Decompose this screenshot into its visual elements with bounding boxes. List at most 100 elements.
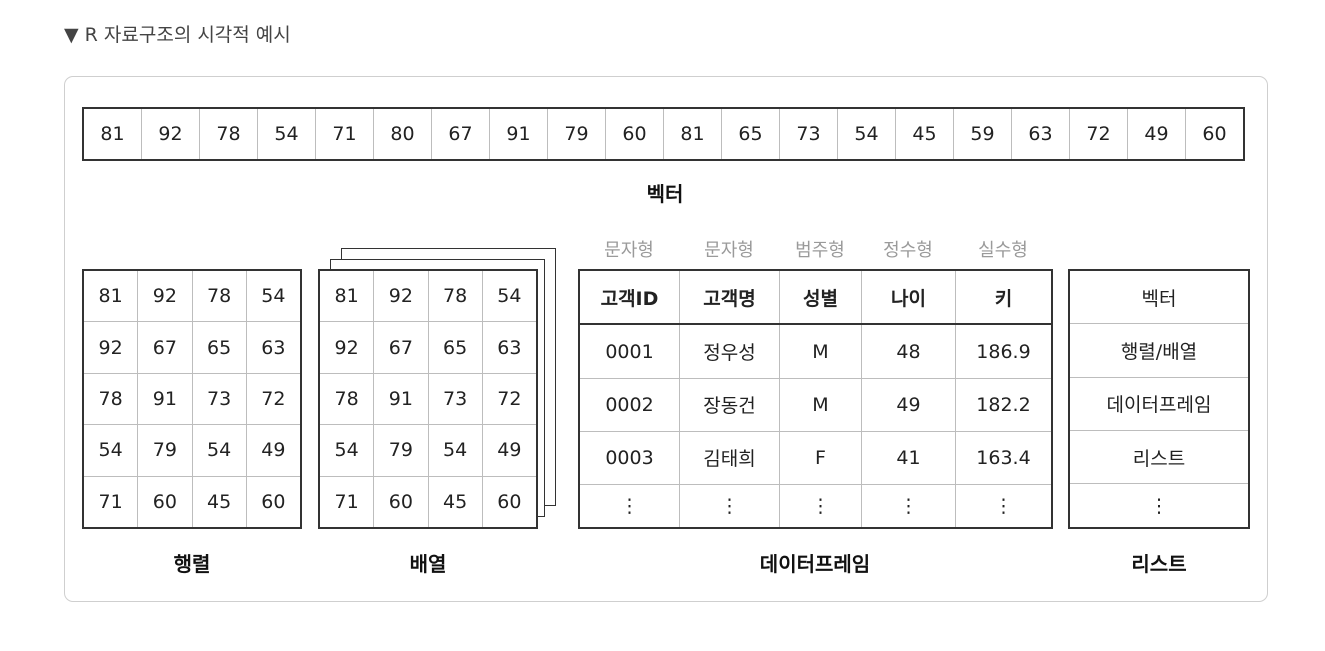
dataframe-cell: ⋮ (679, 483, 780, 528)
list-label: 리스트 (1131, 552, 1187, 576)
dataframe-cell: 0001 (579, 323, 680, 379)
matrix-cell: 60 (245, 475, 302, 529)
array-cell: 45 (427, 475, 483, 529)
dataframe-cell: 41 (861, 430, 956, 485)
dataframe-cell: 장동건 (679, 377, 780, 432)
matrix-cell: 78 (82, 372, 139, 426)
vector-cell: 81 (83, 108, 142, 160)
vector-cell: 73 (779, 108, 838, 160)
dataframe-cell: 0002 (579, 377, 680, 432)
array-cell: 60 (481, 475, 538, 529)
vector-cell: 59 (953, 108, 1012, 160)
vector-cell: 45 (895, 108, 954, 160)
matrix-cell-row: 54 79 54 49 (82, 424, 302, 477)
dataframe-row: 0003 김태희 F 41 163.4 (579, 430, 1052, 485)
diagram-frame (64, 76, 1268, 602)
matrix-cell: 92 (137, 269, 193, 323)
matrix-cell-row: 71 60 45 60 (82, 475, 302, 529)
dataframe-type-row: 문자형 문자형 범주형 정수형 실수형 (579, 236, 1051, 262)
dataframe-cell: 186.9 (955, 323, 1052, 379)
array-cell: 92 (318, 321, 375, 374)
matrix-cell: 54 (245, 269, 302, 323)
dataframe-cell: ⋮ (955, 483, 1052, 528)
matrix-cell: 63 (245, 321, 302, 374)
dataframe-column-type: 실수형 (978, 240, 1028, 261)
dataframe-cell: 49 (861, 377, 956, 432)
matrix-cell: 60 (137, 475, 193, 529)
matrix-cell: 73 (191, 372, 247, 426)
array-cell: 81 (318, 269, 375, 323)
list-item: 행렬/배열 (1069, 323, 1249, 378)
vector-cell: 67 (431, 108, 490, 160)
vector-cell: 65 (721, 108, 780, 160)
matrix-cell-row: 81 92 78 54 (82, 269, 302, 323)
dataframe-column-header: 나이 (861, 270, 956, 326)
dataframe-column-type: 문자형 (704, 240, 754, 261)
list-row: 벡터 (1069, 269, 1249, 325)
list-item: 벡터 (1069, 269, 1249, 325)
dataframe-column-header: 고객명 (679, 270, 780, 326)
vector-cell: 78 (199, 108, 258, 160)
dataframe-table: 고객ID 고객명 성별 나이 키 0001 정우성 M 48 186.9 0002 장동건 M 49 182… (578, 269, 1053, 529)
list-row: 데이터프레임 (1069, 376, 1249, 431)
dataframe-column-header: 성별 (779, 270, 862, 326)
array-cell-row: 92 67 65 63 (318, 321, 538, 374)
dataframe-column-type: 범주형 (795, 240, 845, 261)
list-item: 데이터프레임 (1069, 376, 1249, 431)
list-row: 행렬/배열 (1069, 323, 1249, 378)
list-table: 벡터 행렬/배열 데이터프레임 리스트 ⋮ (1068, 269, 1250, 529)
array-cell: 54 (481, 269, 538, 323)
array-cell: 91 (373, 372, 429, 426)
dataframe-label: 데이터프레임 (759, 552, 871, 576)
vector-cell: 60 (1185, 108, 1244, 160)
dataframe-column-header: 키 (955, 270, 1052, 326)
matrix-table: 81 92 78 54 92 67 65 63 78 91 73 72 54 79 54 49 71 60 45 60 (82, 269, 302, 529)
array-cell: 72 (481, 372, 538, 426)
array-cell: 78 (427, 269, 483, 323)
array-cell: 79 (373, 424, 429, 477)
list-item: 리스트 (1069, 429, 1249, 485)
dataframe-cell: M (779, 323, 862, 379)
matrix-cell-row: 92 67 65 63 (82, 321, 302, 374)
dataframe-row: 0002 장동건 M 49 182.2 (579, 377, 1052, 432)
dataframe-column-header: 고객ID (579, 270, 680, 326)
matrix-cell: 81 (82, 269, 139, 323)
dataframe-cell: 182.2 (955, 377, 1052, 432)
matrix-cell: 45 (191, 475, 247, 529)
dataframe-row: 0001 정우성 M 48 186.9 (579, 323, 1052, 379)
dataframe-cell: 김태희 (679, 430, 780, 485)
dataframe-cell: M (779, 377, 862, 432)
vector-cell: 79 (547, 108, 606, 160)
matrix-cell: 54 (82, 424, 139, 477)
vector-cell: 63 (1011, 108, 1070, 160)
list-row: ⋮ (1069, 483, 1249, 528)
dataframe-cell: F (779, 430, 862, 485)
matrix-cell: 49 (245, 424, 302, 477)
array-cell: 78 (318, 372, 375, 426)
vector-label: 벡터 (646, 182, 684, 206)
vector-cell: 71 (315, 108, 374, 160)
matrix-cell: 78 (191, 269, 247, 323)
array-cell-row: 78 91 73 72 (318, 372, 538, 426)
vector-table: 81 92 78 54 71 80 67 91 79 60 81 65 73 54 45 59 63 72 49 60 (82, 107, 1245, 161)
dataframe-cell: ⋮ (579, 483, 680, 528)
array-cell-row: 54 79 54 49 (318, 424, 538, 477)
vector-row: 81 92 78 54 71 80 67 91 79 60 81 65 73 54 45 59 63 72 49 60 (83, 108, 1244, 160)
array-cell: 67 (373, 321, 429, 374)
dataframe-cell: 0003 (579, 430, 680, 485)
vector-cell: 81 (663, 108, 722, 160)
array-cell: 54 (318, 424, 375, 477)
vector-cell: 92 (141, 108, 200, 160)
dataframe-column-type: 정수형 (883, 240, 933, 261)
dataframe-cell: 정우성 (679, 323, 780, 379)
matrix-cell: 72 (245, 372, 302, 426)
dataframe-cell: 48 (861, 323, 956, 379)
array-cell: 71 (318, 475, 375, 529)
matrix-label: 행렬 (173, 552, 211, 576)
matrix-cell: 71 (82, 475, 139, 529)
vector-cell: 91 (489, 108, 548, 160)
matrix-cell: 91 (137, 372, 193, 426)
array-cell: 92 (373, 269, 429, 323)
vector-cell: 80 (373, 108, 432, 160)
array-cell-row: 81 92 78 54 (318, 269, 538, 323)
